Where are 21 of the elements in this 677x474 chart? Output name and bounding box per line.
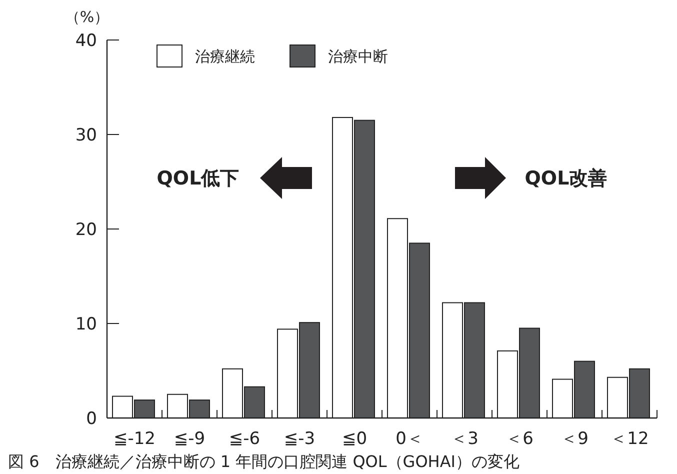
x-tick-label: ≦-6 <box>228 429 260 449</box>
annotation: QOL改善 <box>524 168 608 190</box>
x-tick-label: ＜9 <box>560 429 588 449</box>
y-axis-title: （%） <box>64 8 110 26</box>
x-tick-label: ＜3 <box>450 429 478 449</box>
y-tick-label: 10 <box>75 314 97 334</box>
annotation: QOL低下 <box>156 168 240 190</box>
x-tick-label: ≦-3 <box>284 429 316 449</box>
caption: 図 6 治療継続／治療中断の 1 年間の口腔関連 QOL（GOHAI）の変化 <box>8 452 520 471</box>
x-tick-label: ≦-12 <box>113 429 156 449</box>
x-tick-label: ＜6 <box>506 429 534 449</box>
y-tick-label: 30 <box>75 125 97 146</box>
legend-label: 治療継続 <box>195 47 255 66</box>
y-tick-label: 40 <box>75 30 97 51</box>
x-tick-label: ≦0 <box>342 429 368 449</box>
x-tick-label: 0＜ <box>396 429 424 449</box>
y-tick-label: 0 <box>86 408 97 429</box>
x-tick-label: ≦-9 <box>174 429 206 449</box>
legend-label: 治療中断 <box>328 47 388 66</box>
x-tick-label: ＜12 <box>610 429 649 449</box>
y-tick-label: 20 <box>75 220 97 240</box>
